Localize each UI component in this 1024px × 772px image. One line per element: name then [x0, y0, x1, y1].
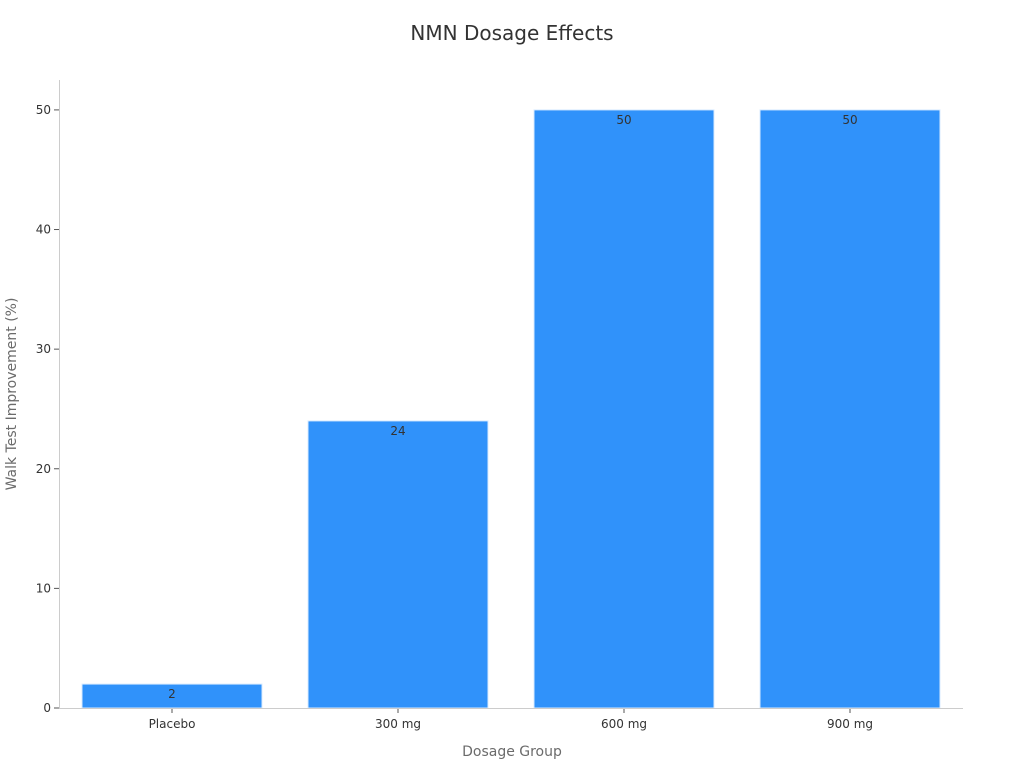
- y-tick-label: 40: [36, 223, 51, 237]
- bar-600-mg: [533, 109, 715, 709]
- x-axis-ticks: Placebo 300 mg 600 mg 900 mg: [149, 708, 873, 731]
- y-tick-label: 20: [36, 462, 51, 476]
- x-tick-label: 300 mg: [375, 717, 421, 731]
- y-tick-label: 30: [36, 342, 51, 356]
- bar-value-label: 50: [616, 113, 631, 127]
- x-tick-label: 600 mg: [601, 717, 647, 731]
- bar-300-mg: [307, 420, 489, 709]
- y-tick-label: 0: [43, 701, 51, 715]
- y-axis-ticks: 0 10 20 30 40 50: [36, 103, 59, 715]
- y-axis-label: Walk Test Improvement (%): [4, 298, 20, 491]
- bar-value-label: 2: [168, 687, 176, 701]
- x-tick-label: 900 mg: [827, 717, 873, 731]
- bar-900-mg: [759, 109, 941, 709]
- bar-value-label: 50: [842, 113, 857, 127]
- y-tick-label: 10: [36, 581, 51, 595]
- x-tick-label: Placebo: [149, 717, 196, 731]
- y-tick-label: 50: [36, 103, 51, 117]
- bars: 2 24 50 50: [81, 109, 941, 709]
- chart-title: NMN Dosage Effects: [410, 21, 613, 45]
- x-axis-label: Dosage Group: [462, 744, 562, 760]
- bar-value-label: 24: [390, 424, 405, 438]
